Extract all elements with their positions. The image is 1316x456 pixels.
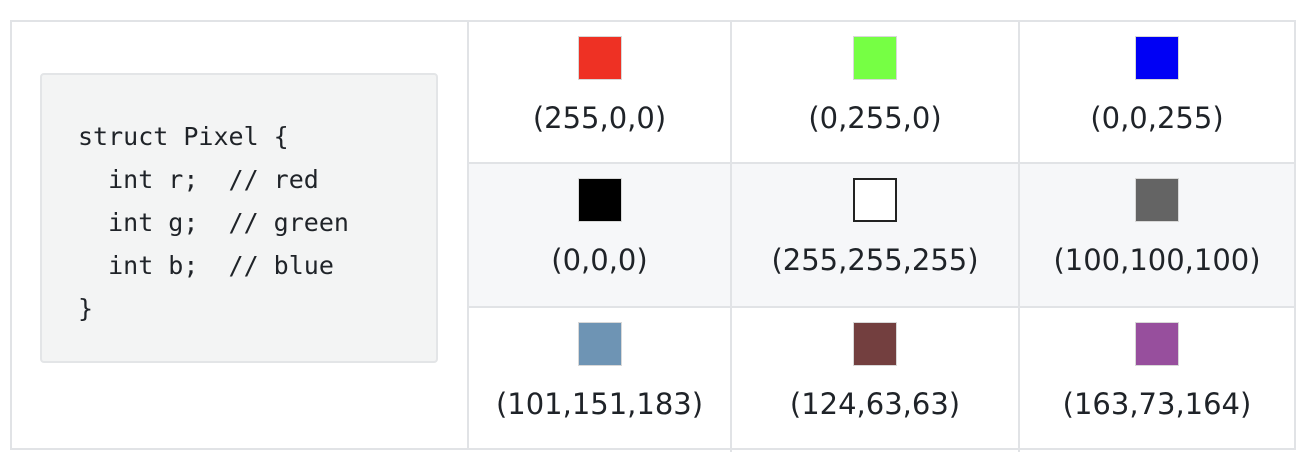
swatch-cell-green: (0,255,0) xyxy=(732,22,1020,164)
swatch-cell-black: (0,0,0) xyxy=(469,164,732,308)
code-line: int b; // blue xyxy=(78,251,334,280)
code-text: struct Pixel { int r; // red int g; // g… xyxy=(78,115,436,330)
rgb-label-brown: (124,63,63) xyxy=(789,387,961,421)
swatch-cell-purple: (163,73,164) xyxy=(1020,308,1294,452)
color-swatch-green xyxy=(853,36,897,80)
color-swatch-white xyxy=(853,178,897,222)
rgb-label-purple: (163,73,164) xyxy=(1062,387,1252,421)
swatch-grid: (255,0,0) (0,255,0) (0,0,255) (0,0,0) (2… xyxy=(469,22,1294,452)
code-line: int g; // green xyxy=(78,208,349,237)
rgb-label-blue: (0,0,255) xyxy=(1090,101,1224,135)
rgb-label-white: (255,255,255) xyxy=(771,243,979,277)
swatch-cell-red: (255,0,0) xyxy=(469,22,732,164)
color-swatch-black xyxy=(577,178,622,222)
code-line: struct Pixel { xyxy=(78,122,289,151)
pixel-color-table: struct Pixel { int r; // red int g; // g… xyxy=(10,20,1296,452)
swatch-cell-blue: (0,0,255) xyxy=(1020,22,1294,164)
rgb-label-steel-blue: (101,151,183) xyxy=(495,387,704,421)
color-swatch-gray xyxy=(1135,178,1179,222)
color-swatch-brown xyxy=(853,322,897,366)
code-cell: struct Pixel { int r; // red int g; // g… xyxy=(12,22,469,448)
rgb-label-red: (255,0,0) xyxy=(532,101,667,135)
code-line: int r; // red xyxy=(78,165,319,194)
code-line: } xyxy=(78,294,94,323)
rgb-label-green: (0,255,0) xyxy=(808,101,942,135)
color-swatch-red xyxy=(577,36,622,80)
color-swatch-steel-blue xyxy=(577,322,622,366)
color-swatch-blue xyxy=(1135,36,1179,80)
rgb-label-black: (0,0,0) xyxy=(551,243,648,277)
swatch-cell-steel-blue: (101,151,183) xyxy=(469,308,732,452)
code-block: struct Pixel { int r; // red int g; // g… xyxy=(40,73,438,363)
swatch-cell-gray: (100,100,100) xyxy=(1020,164,1294,308)
swatch-cell-white: (255,255,255) xyxy=(732,164,1020,308)
swatch-cell-brown: (124,63,63) xyxy=(732,308,1020,452)
rgb-label-gray: (100,100,100) xyxy=(1053,243,1261,277)
color-swatch-purple xyxy=(1135,322,1179,366)
